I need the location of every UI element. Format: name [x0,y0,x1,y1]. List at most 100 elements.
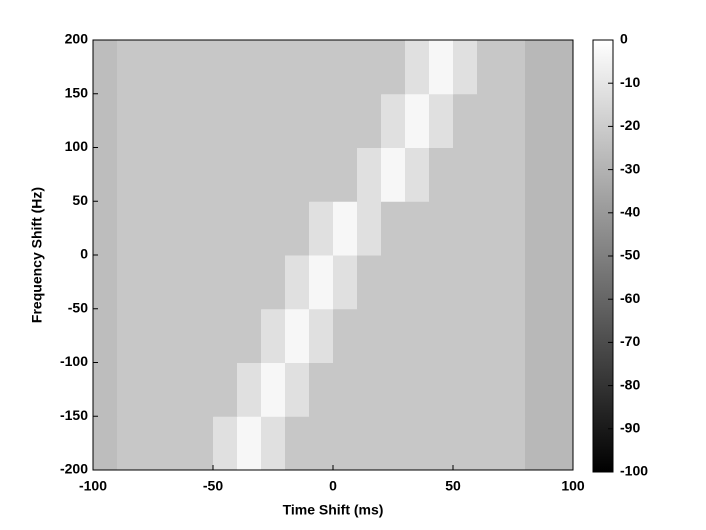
heatmap-cell [93,40,118,95]
y-tick-label: -200 [60,461,88,477]
heatmap-cell [117,308,142,363]
heatmap-cell [381,201,406,256]
heatmap-cell [453,40,478,95]
heatmap-cell [525,147,550,202]
colorbar-tick-label: -40 [620,204,640,220]
heatmap-cell [141,416,166,470]
heatmap-cell [309,416,334,470]
heatmap-cell [333,308,358,363]
heatmap-cell [357,40,382,95]
heatmap-cell [237,362,262,417]
heatmap-cell [141,362,166,417]
heatmap-cell [141,255,166,310]
heatmap-cell [261,255,286,310]
heatmap-cell [189,147,214,202]
heatmap-cell [117,255,142,310]
x-tick-label: -50 [203,478,223,494]
heatmap-cell [141,93,166,148]
heatmap-cell [93,201,118,256]
x-tick-label: -100 [79,478,107,494]
colorbar-tick-label: -70 [620,333,640,349]
heatmap-cell [525,362,550,417]
heatmap-cell [405,93,430,148]
heatmap-cell [93,255,118,310]
heatmap-cell [213,308,238,363]
y-tick-label: -50 [68,299,88,315]
heatmap-cell [477,308,502,363]
heatmap-cell [381,147,406,202]
heatmap-cell [237,416,262,470]
heatmap-cell [357,308,382,363]
heatmap-cell [549,416,573,470]
heatmap-cell [429,362,454,417]
heatmap-cell [309,201,334,256]
heatmap-cell [549,93,573,148]
colorbar-tick-label: -100 [620,463,648,479]
heatmap-cell [117,362,142,417]
heatmap-cell [405,40,430,95]
y-tick-label: 50 [72,192,88,208]
heatmap-cell [237,40,262,95]
heatmap-cell [141,308,166,363]
heatmap-cell [165,147,190,202]
heatmap-cell [309,147,334,202]
heatmap-cell [405,147,430,202]
heatmap-cell [333,40,358,95]
heatmap-cell [549,147,573,202]
heatmap-cell [189,255,214,310]
heatmap-cell [333,255,358,310]
heatmap-cell [117,147,142,202]
heatmap-cell [525,40,550,95]
heatmap-cell [237,93,262,148]
heatmap-cell [213,40,238,95]
heatmap-cell [405,255,430,310]
heatmap-cell [285,147,310,202]
heatmap-cell [429,93,454,148]
heatmap-cell [285,308,310,363]
heatmap-cell [525,93,550,148]
heatmap-cell [165,40,190,95]
heatmap-cell [93,416,118,470]
heatmap-cell [477,147,502,202]
heatmap-cell [213,362,238,417]
x-axis-label: Time Shift (ms) [283,502,384,518]
heatmap-cell [525,308,550,363]
colorbar-tick-label: -20 [620,117,640,133]
heatmap-cell [165,362,190,417]
heatmap-cell [501,147,526,202]
heatmap-cell [93,147,118,202]
y-tick-label: -150 [60,407,88,423]
heatmap-cell [333,201,358,256]
colorbar-tick-label: -80 [620,376,640,392]
colorbar-tick-label: -50 [620,247,640,263]
heatmap-cell [189,416,214,470]
x-tick-label: 100 [561,478,585,494]
heatmap-cell [237,308,262,363]
heatmap-cell [309,308,334,363]
heatmap-cell [285,40,310,95]
heatmap-cell [189,40,214,95]
heatmap-cell [189,201,214,256]
heatmap-cell [213,255,238,310]
heatmap-cell [261,93,286,148]
heatmap-cell [477,362,502,417]
heatmap-cell [477,255,502,310]
heatmap-cell [261,362,286,417]
heatmap-cell [453,201,478,256]
heatmap-cell [309,93,334,148]
y-tick-label: 150 [65,84,89,100]
heatmap-cell [213,416,238,470]
heatmap-cell [501,40,526,95]
heatmap-cell [429,255,454,310]
heatmap-cell [405,201,430,256]
heatmap-cell [405,308,430,363]
x-tick-label: 0 [329,478,337,494]
heatmap-cell [357,201,382,256]
heatmap-cell [117,93,142,148]
heatmap-cell [357,93,382,148]
heatmap-cell [333,362,358,417]
heatmap-cell [213,147,238,202]
y-axis-label: Frequency Shift (Hz) [29,187,45,323]
heatmap-cell [429,416,454,470]
